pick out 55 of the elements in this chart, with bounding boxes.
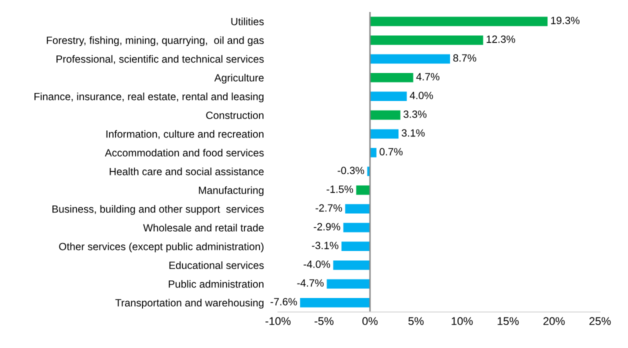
- y-tick-label: Agriculture: [214, 74, 264, 84]
- x-tick-label: 20%: [543, 317, 565, 326]
- y-tick-label: Educational services: [169, 261, 264, 269]
- data-label: -4.0%: [304, 260, 330, 268]
- y-tick-label: Professional, scientific and technical services: [56, 55, 264, 64]
- data-label: -4.7%: [297, 279, 324, 287]
- data-label: 3.3%: [404, 110, 427, 118]
- data-label: 8.7%: [453, 54, 476, 62]
- data-label: 19.3%: [551, 16, 580, 24]
- x-tick-label: 5%: [408, 317, 424, 326]
- bar: [300, 298, 370, 308]
- y-tick-label: Forestry, fishing, mining, quarrying, oil and gas: [46, 36, 264, 46]
- x-tick-label: 0%: [362, 317, 378, 326]
- x-tick-label: 10%: [452, 317, 473, 326]
- y-tick-label: Accommodation and food services: [104, 148, 264, 156]
- bar: [370, 92, 407, 102]
- x-tick-label: -10%: [266, 317, 291, 326]
- y-tick-label: Manufacturing: [198, 186, 264, 196]
- bar: [333, 260, 370, 270]
- x-tick-label: 15%: [498, 317, 519, 326]
- bar: [370, 129, 399, 139]
- x-tick-label: 25%: [589, 317, 611, 326]
- data-label: 0.7%: [380, 148, 403, 156]
- data-label: -2.9%: [314, 223, 340, 230]
- y-tick-label: Transportation and warehousing: [115, 298, 264, 309]
- y-tick-label: Information, culture and recreation: [106, 130, 264, 139]
- data-label: -2.7%: [316, 204, 342, 212]
- data-label: 3.1%: [402, 129, 425, 137]
- y-tick-label: Public administration: [168, 280, 264, 288]
- y-tick-label: Other services (except public administration): [59, 242, 264, 252]
- y-tick-label: Wholesale and retail trade: [143, 224, 264, 232]
- data-label: -1.5%: [326, 186, 354, 193]
- bar: [370, 72, 414, 82]
- y-tick-label: Business, building and other support services: [52, 205, 264, 215]
- data-label: 12.3%: [486, 36, 516, 43]
- y-tick-label: Utilities: [231, 18, 264, 26]
- bar: [370, 54, 450, 64]
- y-tick-label: Health care and social assistance: [110, 168, 264, 176]
- y-tick-label: Construction: [206, 111, 264, 119]
- x-tick-label: -5%: [314, 317, 334, 326]
- data-label: -0.3%: [338, 166, 364, 174]
- bar: [356, 185, 370, 195]
- bar: [343, 222, 370, 232]
- bar: [370, 110, 400, 120]
- bar: [370, 148, 376, 158]
- data-label: -7.6%: [270, 298, 297, 306]
- bar: [341, 242, 370, 252]
- bar: [370, 35, 484, 45]
- bar: [345, 204, 370, 214]
- y-tick-label: Finance, insurance, real estate, rental and leasing: [34, 92, 264, 102]
- data-label: 4.0%: [410, 92, 433, 100]
- data-label: -3.1%: [312, 242, 338, 250]
- bar: [370, 16, 548, 26]
- bar: [326, 279, 370, 289]
- data-label: 4.7%: [416, 73, 440, 80]
